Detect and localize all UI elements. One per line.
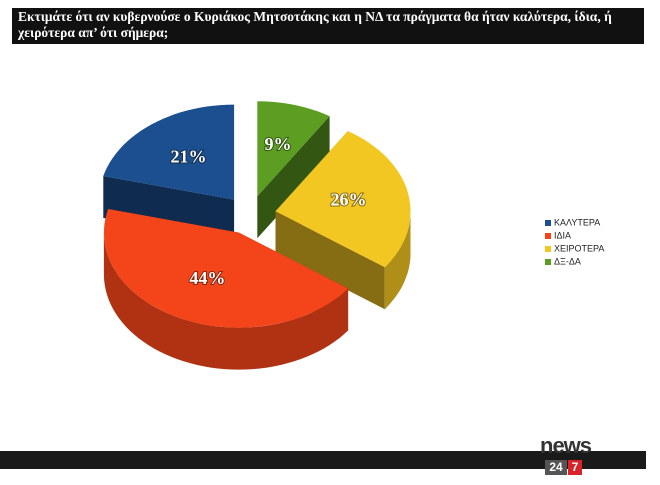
value-label: 44%: [189, 268, 225, 288]
pie-slice: [257, 101, 330, 197]
legend-swatch: [545, 220, 551, 226]
legend-swatch: [545, 233, 551, 239]
legend-swatch: [545, 246, 551, 252]
pie-slice: [103, 104, 235, 200]
pie-slice: [103, 209, 349, 328]
value-label: 21%: [171, 146, 207, 166]
pie-slice: [275, 131, 411, 268]
legend-label: ΙΔΙΑ: [554, 230, 571, 240]
slice-wall: [103, 232, 349, 370]
legend-label: ΧΕΙΡΟΤΕΡΑ: [554, 243, 604, 253]
slice-side: [103, 176, 235, 242]
logo-digit: 7: [568, 460, 582, 475]
value-label: 26%: [330, 190, 366, 210]
legend-label: ΚΑΛΥΤΕΡΑ: [554, 217, 600, 227]
footer-bar: [0, 451, 646, 469]
chart-title: Εκτιμάτε ότι αν κυβερνούσε ο Κυριάκος Μη…: [12, 8, 644, 44]
slice-side: [257, 116, 330, 239]
logo-number: 24: [545, 460, 567, 475]
slice-wall: [384, 211, 411, 310]
legend-label: ΔΞ-ΔΑ: [554, 256, 581, 266]
value-label: 9%: [264, 134, 291, 154]
legend-swatch: [545, 259, 551, 265]
slice-side: [275, 211, 385, 310]
logo-word: news: [540, 433, 592, 458]
